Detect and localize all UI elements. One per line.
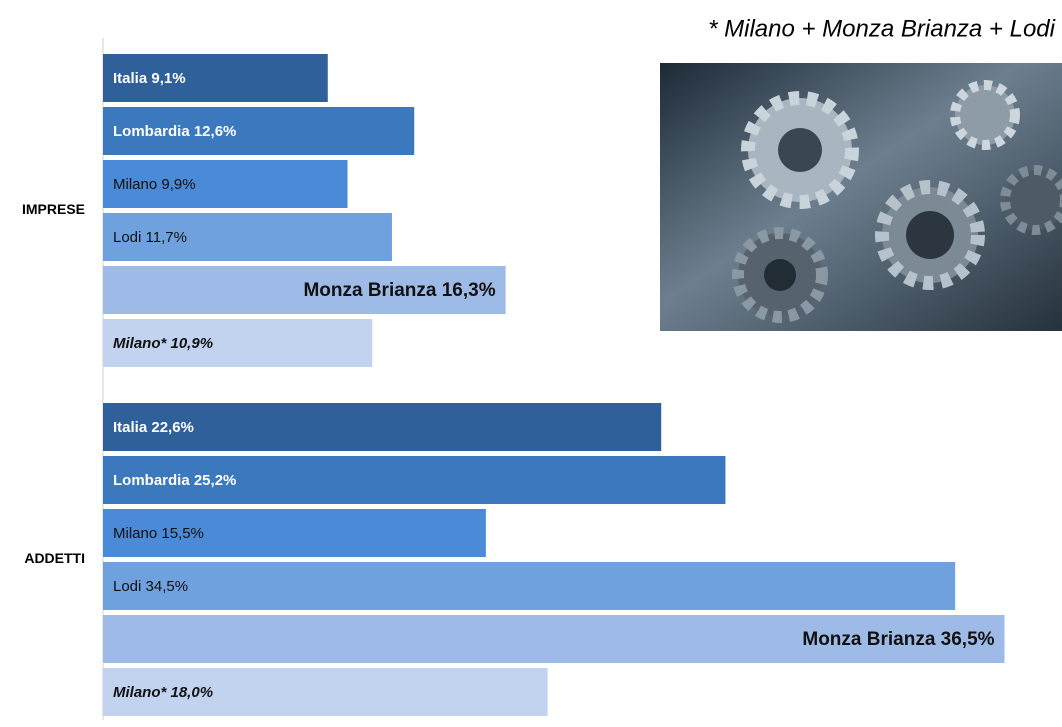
annotation: * Milano + Monza Brianza + Lodi (708, 15, 1056, 42)
value-label: Lombardia 25,2% (113, 472, 236, 489)
value-label: Lodi 11,7% (113, 229, 187, 246)
bar (103, 403, 662, 451)
value-label: Milano 15,5% (113, 525, 204, 542)
value-label: Lodi 34,5% (113, 578, 188, 595)
bar (103, 213, 392, 261)
value-label: Milano* 10,9% (113, 335, 213, 352)
value-label: Monza Brianza 36,5% (802, 629, 994, 650)
bar (103, 562, 956, 610)
bar (103, 160, 348, 208)
bar (103, 615, 1005, 663)
bar (103, 456, 726, 504)
value-label: Milano* 18,0% (113, 684, 213, 701)
bar (103, 319, 373, 367)
value-label: Monza Brianza 16,3% (303, 280, 495, 301)
bar (103, 107, 415, 155)
gears-photo (660, 63, 1062, 331)
value-label: Italia 9,1% (113, 70, 186, 87)
category-label: IMPRESE (22, 201, 85, 217)
bar (103, 668, 548, 716)
bar (103, 266, 506, 314)
value-label: Milano 9,9% (113, 176, 196, 193)
bar (103, 54, 328, 102)
bar (103, 509, 486, 557)
value-label: Italia 22,6% (113, 419, 194, 436)
category-label: ADDETTI (24, 550, 85, 566)
value-label: Lombardia 12,6% (113, 123, 236, 140)
